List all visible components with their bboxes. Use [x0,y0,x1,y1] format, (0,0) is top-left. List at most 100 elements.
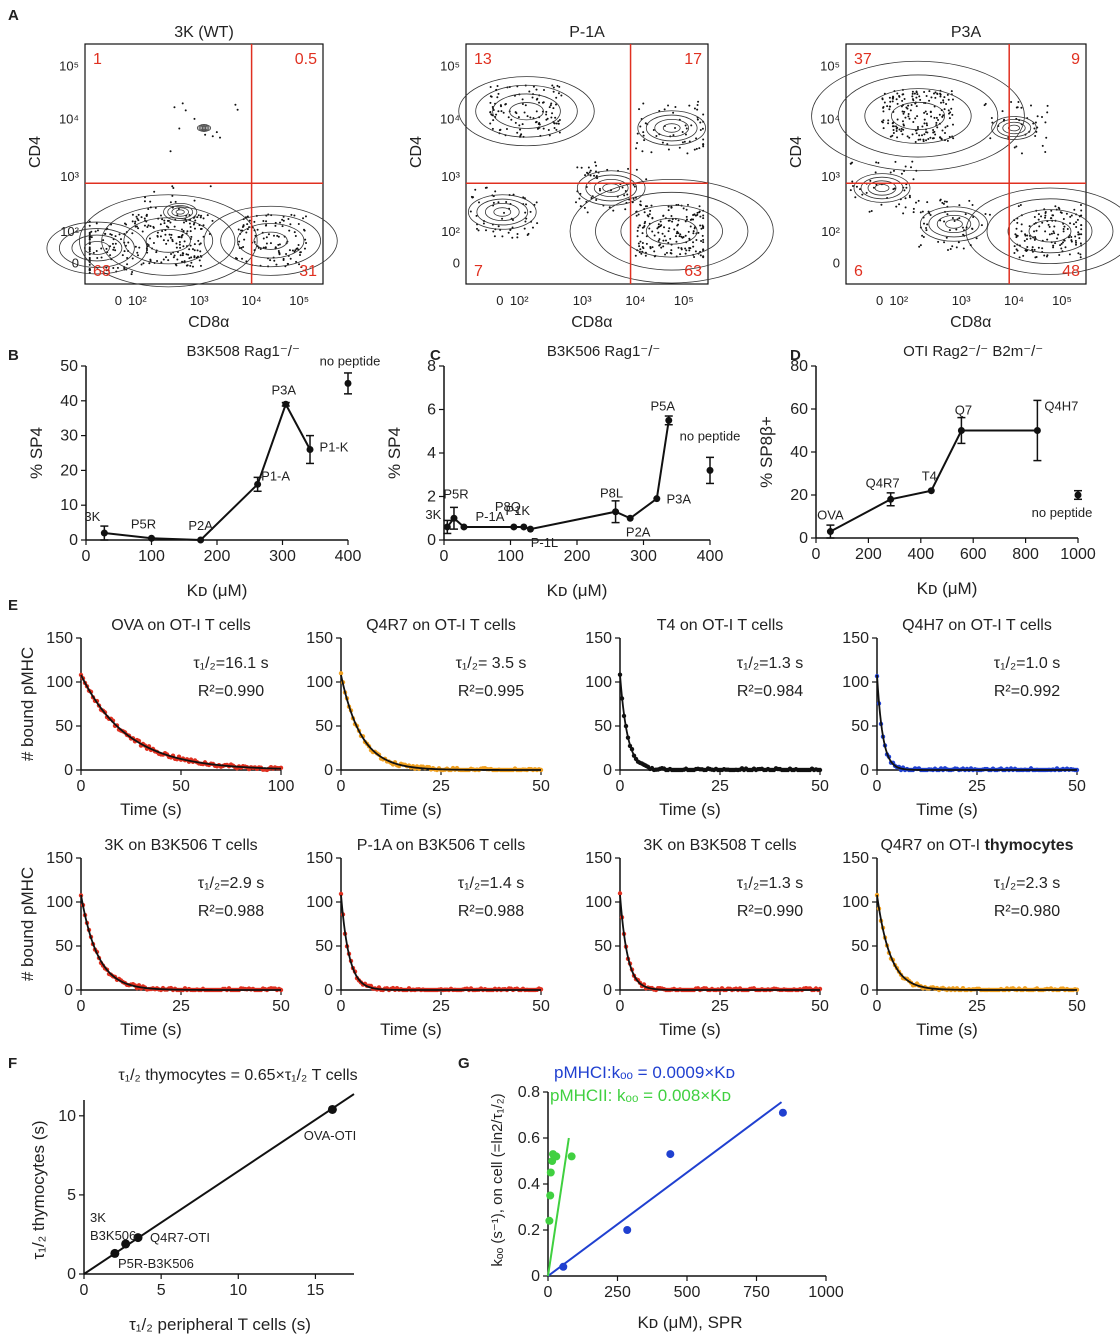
event-dot [900,172,903,175]
event-dot [208,233,211,236]
event-dot [891,134,894,137]
event-dot [627,167,630,170]
event-dot [945,236,948,239]
event-dot [635,214,638,217]
event-dot [694,250,697,253]
y-tick-label: 10² [60,224,79,239]
y-tick-label: 0.2 [518,1222,540,1239]
event-dot [942,114,945,117]
event-dot [136,251,139,254]
x-tick-label: 600 [960,546,987,563]
data-point-blue [666,1150,675,1159]
event-dot [148,237,151,240]
event-dot [88,232,91,235]
event-dot [906,135,909,138]
event-dot [650,204,653,207]
event-dot [909,109,912,112]
tau-label: τ₁/₂=1.3 s [737,655,803,672]
event-dot [162,239,165,242]
event-dot [178,127,181,130]
event-dot [896,118,899,121]
event-dot [179,254,182,257]
x-tick-label: 50 [532,998,550,1015]
x-tick-label: 25 [968,998,986,1015]
data-point [254,480,262,488]
event-dot [1033,248,1036,251]
contour [492,93,561,129]
event-dot [925,122,928,125]
x-tick-label: 0 [337,778,346,795]
event-dot [590,196,593,199]
event-dot [491,127,494,130]
event-dot [639,240,642,243]
event-dot [1062,230,1065,233]
contour [509,102,544,121]
event-dot [898,128,901,131]
event-dot [962,247,965,250]
decay-plot-8: 0 25 50 0 50 100 150 Q4R7 on OT-I thymocytes τ₁/… [842,837,1086,1039]
y-tick-label: 0 [531,1268,540,1285]
event-dot [202,217,205,220]
decay-point [538,767,544,773]
event-dot [516,236,519,239]
y-tick-label: 50 [55,938,73,955]
subplot-title: Q4R7 on OT-I T cells [366,617,516,634]
event-dot [88,248,91,251]
event-dot [901,110,904,113]
event-dot [1035,229,1038,232]
event-dot [185,220,188,223]
contour [991,116,1037,140]
contour [220,214,322,268]
event-dot [282,258,285,261]
event-dot [1015,236,1018,239]
event-dot [586,211,589,214]
event-dot [180,228,183,231]
event-dot [641,245,644,248]
event-dot [1075,226,1078,229]
event-dot [907,112,910,115]
event-dot [193,256,196,259]
event-dot [941,201,944,204]
event-dot [1065,212,1068,215]
event-dot [504,102,507,105]
event-dot [902,128,905,131]
event-dot [690,124,693,127]
flow-plot-2: P-1A 13 17 7 63 10⁵ 10⁴ 10³ 10² 0 0 10² 10³ 10⁴ 10⁵ CD8… [408,24,774,331]
y-tick-label: 0 [72,255,79,270]
event-dot [943,132,946,135]
event-dot [637,213,640,216]
event-dot [658,238,661,241]
event-dot [521,102,524,105]
event-dot [658,244,661,247]
event-dot [653,250,656,253]
event-dot [177,235,180,238]
event-dot [156,260,159,263]
fit-curve [619,674,820,771]
event-dot [557,92,560,95]
event-dot [889,171,892,174]
event-dot [169,201,172,204]
event-dot [521,98,524,101]
event-dot [905,106,908,109]
event-dot [1037,218,1040,221]
event-dot [1015,106,1018,109]
event-dot [156,235,159,238]
event-dot [882,119,885,122]
event-dot [172,186,175,189]
fit-curve [619,894,820,991]
event-dot [681,131,684,134]
event-dot [684,234,687,237]
event-dot [919,244,922,247]
chart-title: OTI Rag2⁻/⁻ B2m⁻/⁻ [903,343,1043,360]
event-dot [942,99,945,102]
event-dot [119,238,122,241]
x-tick-label: 200 [204,548,231,565]
event-dot [695,239,698,242]
y-tick-label: 60 [790,401,808,418]
event-dot [892,169,895,172]
event-dot [662,239,665,242]
event-dot [910,103,913,106]
contour [595,191,749,271]
event-dot [861,193,864,196]
contour [867,180,897,196]
